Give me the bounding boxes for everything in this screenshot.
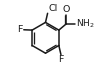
Text: F: F bbox=[18, 25, 23, 34]
Text: O: O bbox=[63, 5, 70, 14]
Text: NH$_2$: NH$_2$ bbox=[76, 18, 95, 30]
Text: F: F bbox=[59, 55, 64, 64]
Text: Cl: Cl bbox=[48, 4, 58, 13]
